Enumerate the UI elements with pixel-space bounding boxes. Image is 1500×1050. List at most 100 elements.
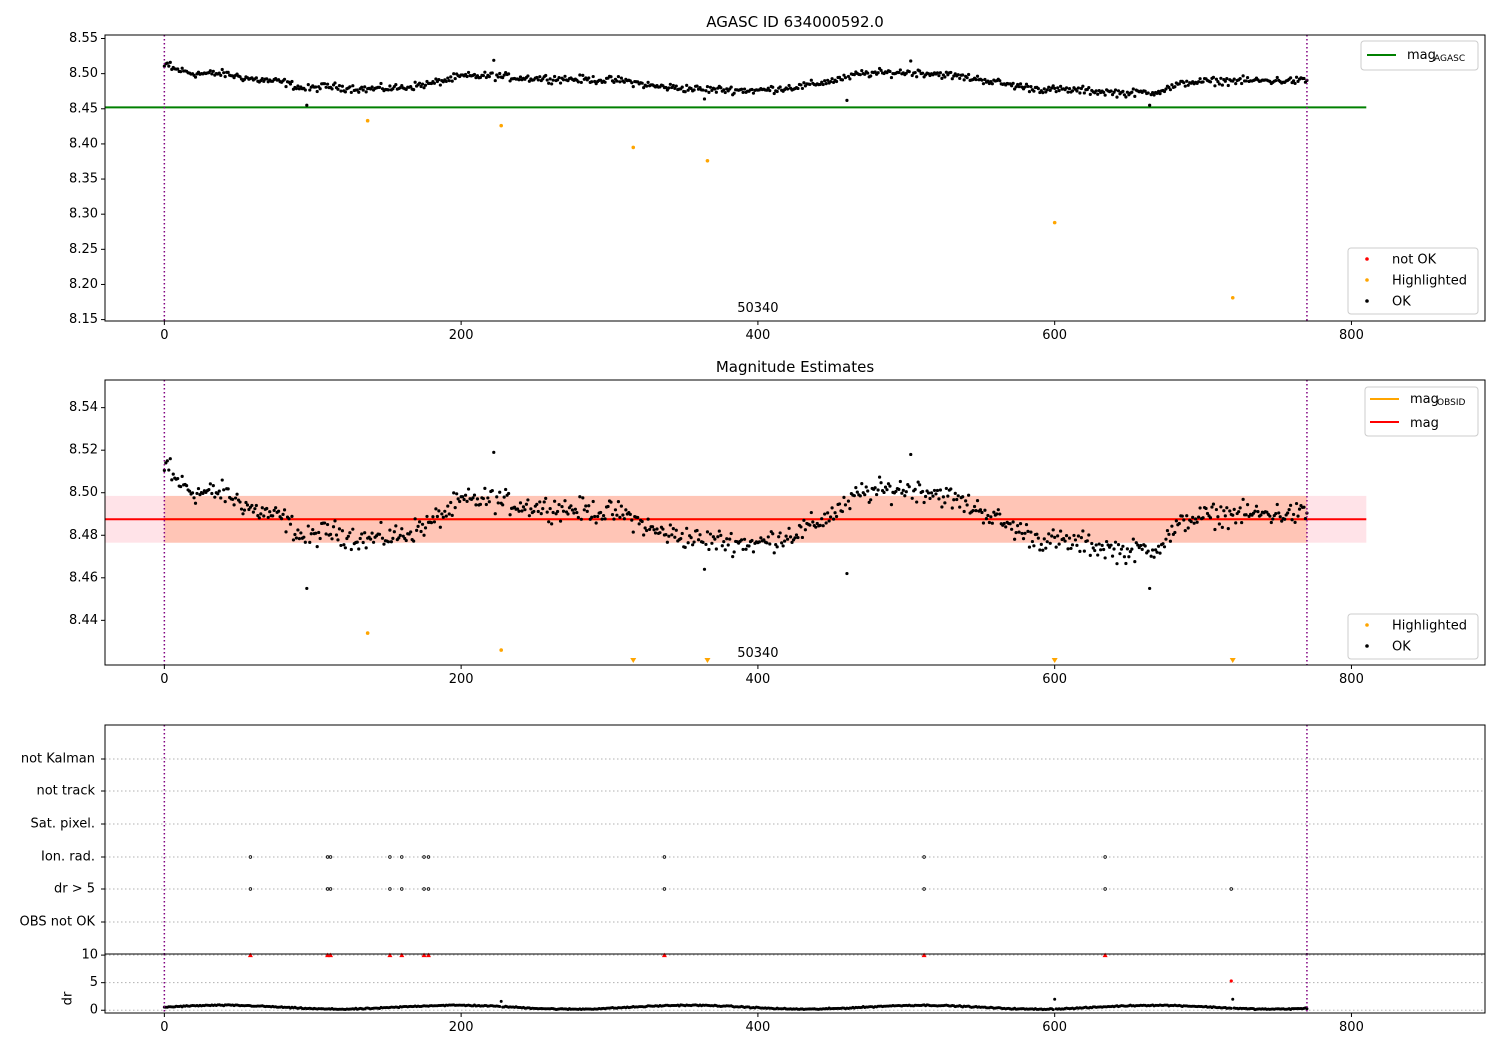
ok-point [860, 481, 864, 486]
ok-point [975, 499, 980, 503]
ok-point [1158, 91, 1162, 96]
ok-point [493, 512, 497, 516]
flag-category-label: Ion. rad. [41, 850, 95, 865]
ok-point [642, 533, 646, 537]
ok-point [581, 73, 585, 77]
ok-point [889, 503, 894, 507]
ok-point [333, 81, 337, 85]
ok-point [1240, 81, 1244, 86]
ok-point [305, 103, 309, 107]
ok-point [815, 521, 819, 526]
flag-marker [426, 887, 431, 891]
ok-point [1087, 86, 1091, 90]
ok-point [1082, 91, 1086, 95]
ok-point [692, 540, 696, 544]
ok-point [915, 500, 919, 504]
ok-point [673, 86, 677, 90]
flag-marker [248, 887, 253, 891]
ok-point [612, 80, 616, 84]
ok-point [1170, 524, 1174, 528]
ok-point [1149, 554, 1153, 558]
ok-point [1018, 82, 1023, 86]
ok-point [379, 520, 383, 525]
ok-point [555, 78, 560, 82]
flag-marker [922, 855, 926, 859]
ok-point [1201, 80, 1205, 84]
ok-point [646, 80, 650, 84]
ok-point [554, 512, 558, 516]
ok-point [606, 504, 610, 509]
ok-point [1064, 534, 1069, 538]
flag-marker [388, 855, 392, 859]
ok-point [1125, 90, 1129, 94]
ok-point [658, 531, 662, 535]
ok-point [1296, 514, 1300, 518]
ok-point [640, 519, 644, 524]
ok-point [1245, 75, 1250, 80]
ok-point [637, 522, 641, 526]
ok-point [855, 490, 859, 494]
ok-point [1041, 91, 1045, 95]
ok-point [306, 83, 310, 87]
ok-point [1214, 77, 1219, 81]
ok-point [377, 532, 382, 536]
ok-point [952, 498, 956, 502]
ok-point [452, 72, 456, 76]
ok-point [1293, 520, 1297, 524]
ok-point [437, 78, 441, 82]
y-tick-label: 0 [90, 1003, 98, 1018]
ok-point [266, 515, 270, 520]
y-tick-label: 8.25 [69, 242, 98, 257]
ok-point [449, 75, 453, 79]
dr-clipped-marker [425, 952, 431, 958]
ok-point [1256, 509, 1260, 514]
ok-point [1053, 86, 1057, 91]
axes-frame [104, 379, 1486, 666]
flag-category-label: not Kalman [21, 752, 95, 767]
ok-point [739, 538, 744, 542]
ok-point [668, 82, 672, 86]
ok-point [781, 544, 785, 548]
ok-point [1091, 546, 1095, 550]
ok-point [438, 83, 442, 87]
ok-point [590, 515, 594, 519]
ok-point [860, 69, 864, 73]
ok-point [708, 85, 713, 89]
ok-point [702, 97, 707, 101]
ok-point [416, 524, 420, 528]
ok-point [196, 486, 201, 491]
ok-point [250, 503, 254, 508]
ok-point [742, 87, 747, 91]
ok-point [501, 76, 505, 80]
ok-point [1109, 543, 1113, 547]
ok-point [1161, 542, 1165, 546]
ok-point [504, 487, 508, 492]
ok-point [1143, 89, 1147, 93]
ok-point [796, 86, 800, 91]
ok-point [208, 482, 212, 486]
ok-point [775, 89, 779, 94]
ok-point [168, 457, 172, 461]
ok-point [729, 85, 733, 89]
ok-point [701, 540, 705, 544]
ok-point [527, 79, 531, 83]
ok-point [704, 542, 708, 547]
ok-point [478, 502, 483, 506]
ok-point [432, 520, 437, 524]
ok-point [1124, 95, 1128, 99]
highlighted-point [365, 631, 370, 635]
ok-point [419, 84, 423, 89]
ok-point [210, 72, 214, 76]
ok-point [628, 512, 632, 516]
ok-point [1026, 529, 1030, 533]
ok-point [1274, 512, 1278, 516]
ok-point [1011, 81, 1015, 85]
ok-point [692, 88, 696, 92]
ok-point [833, 511, 837, 515]
ok-point [766, 535, 770, 539]
ok-point [956, 73, 960, 77]
ok-point [1050, 534, 1054, 538]
flag-category-label: dr > 5 [54, 882, 95, 897]
ok-point [842, 73, 846, 77]
ok-point [207, 488, 211, 492]
